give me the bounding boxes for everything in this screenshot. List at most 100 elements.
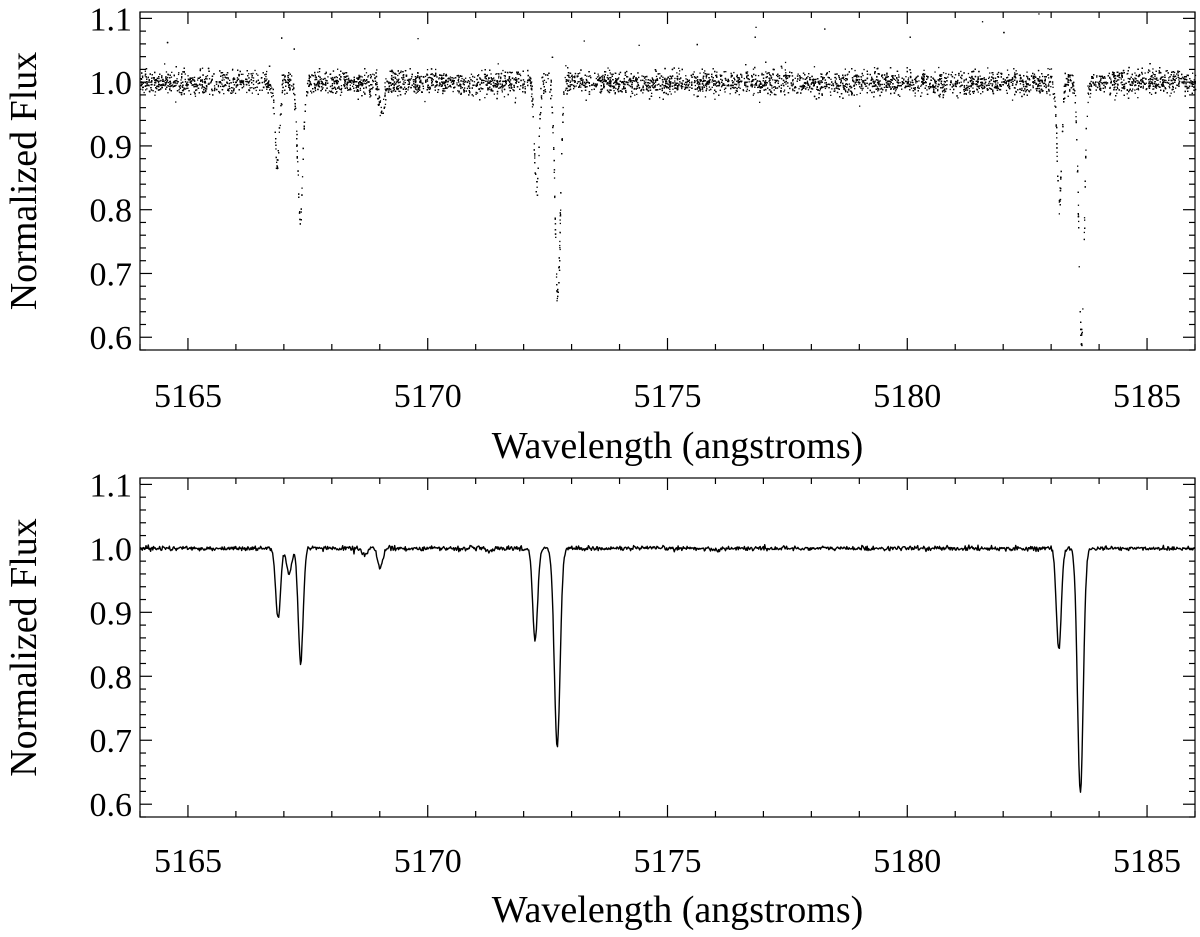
data-point	[492, 85, 494, 87]
data-point	[271, 87, 273, 89]
data-point	[192, 77, 194, 79]
data-point	[559, 222, 561, 225]
data-point	[1029, 84, 1031, 86]
data-point	[343, 78, 345, 80]
data-point	[529, 76, 531, 78]
data-point	[432, 74, 434, 76]
data-point	[1143, 77, 1145, 79]
data-point	[1118, 79, 1120, 81]
data-point	[797, 73, 799, 75]
data-point	[757, 75, 760, 77]
data-point	[512, 89, 514, 91]
data-point	[831, 88, 833, 90]
data-point	[575, 85, 577, 87]
data-point	[531, 81, 533, 83]
data-point	[907, 77, 910, 79]
data-point	[316, 83, 318, 86]
data-point	[448, 77, 450, 79]
data-point	[504, 84, 506, 86]
data-point	[562, 112, 564, 115]
data-point	[1088, 87, 1090, 89]
data-point	[770, 77, 772, 80]
data-point	[699, 86, 701, 88]
data-point	[859, 92, 861, 94]
data-point	[318, 71, 321, 73]
data-point	[864, 85, 867, 87]
data-point	[418, 87, 421, 89]
data-point	[745, 86, 747, 88]
data-point	[372, 73, 374, 75]
data-point	[402, 83, 404, 85]
data-point	[899, 95, 901, 97]
data-point	[829, 91, 832, 93]
data-point	[689, 86, 691, 88]
data-point	[338, 85, 340, 88]
data-point	[607, 67, 609, 69]
data-point	[208, 82, 210, 84]
data-point	[696, 81, 699, 83]
data-point	[703, 79, 705, 81]
data-point	[446, 83, 449, 86]
data-point	[932, 84, 934, 86]
data-point	[255, 73, 258, 75]
data-point	[432, 79, 434, 81]
data-point	[306, 82, 309, 85]
data-point	[691, 81, 693, 83]
data-point	[940, 77, 943, 80]
data-point	[616, 79, 618, 81]
data-point	[607, 91, 609, 93]
data-point	[1123, 79, 1125, 81]
data-point	[456, 82, 458, 84]
data-point	[788, 76, 790, 78]
data-point	[806, 80, 809, 82]
data-point	[420, 75, 422, 78]
data-point	[638, 85, 640, 87]
data-point	[532, 97, 534, 100]
data-point	[860, 83, 863, 86]
data-point	[484, 76, 486, 78]
data-point	[1178, 81, 1180, 83]
data-point	[265, 75, 267, 78]
data-point	[458, 92, 460, 94]
data-point	[1152, 71, 1154, 74]
data-point	[530, 95, 533, 98]
data-point	[251, 92, 253, 94]
data-point	[985, 78, 987, 81]
data-point	[199, 84, 201, 86]
data-point	[140, 78, 143, 80]
data-point	[353, 83, 355, 85]
data-point	[1067, 78, 1069, 81]
data-point	[284, 81, 287, 84]
data-point	[708, 89, 710, 91]
data-point	[972, 87, 974, 89]
data-point	[630, 78, 632, 80]
data-point	[279, 124, 281, 127]
data-point	[704, 96, 707, 98]
data-point	[667, 77, 669, 79]
data-point	[394, 76, 396, 78]
data-point	[171, 71, 173, 73]
data-point	[148, 79, 150, 81]
data-point	[235, 85, 238, 87]
data-point	[729, 93, 731, 95]
data-point	[846, 83, 848, 85]
data-point	[239, 83, 241, 85]
data-point	[699, 79, 701, 81]
data-point	[654, 81, 657, 83]
data-point	[1049, 68, 1051, 70]
data-point	[860, 78, 863, 81]
data-point	[699, 89, 701, 91]
data-point	[344, 83, 346, 85]
data-point	[473, 76, 476, 78]
data-point	[684, 81, 687, 83]
data-point	[934, 81, 936, 83]
data-point	[227, 78, 229, 80]
data-point	[1052, 86, 1054, 88]
data-point	[1122, 87, 1124, 89]
data-point	[559, 231, 561, 233]
data-point	[764, 83, 766, 85]
data-point	[385, 78, 387, 80]
data-point	[669, 90, 671, 93]
data-point	[347, 75, 349, 77]
data-point	[618, 77, 620, 79]
